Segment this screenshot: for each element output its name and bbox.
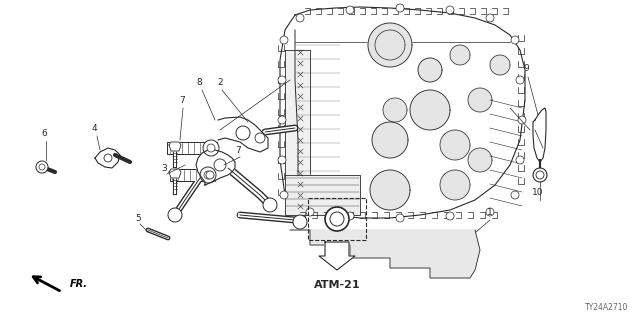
Polygon shape <box>169 169 181 178</box>
Circle shape <box>446 6 454 14</box>
Circle shape <box>207 144 215 152</box>
Text: 9: 9 <box>523 63 529 73</box>
Circle shape <box>511 36 519 44</box>
Circle shape <box>518 116 526 124</box>
Text: 8: 8 <box>196 77 202 86</box>
Circle shape <box>516 76 524 84</box>
Circle shape <box>204 171 212 179</box>
Polygon shape <box>440 170 470 200</box>
Circle shape <box>346 212 354 220</box>
Circle shape <box>516 156 524 164</box>
Text: 4: 4 <box>91 124 97 132</box>
Circle shape <box>346 6 354 14</box>
Circle shape <box>330 212 344 226</box>
Circle shape <box>280 191 288 199</box>
Polygon shape <box>375 30 405 60</box>
Circle shape <box>306 208 314 216</box>
Circle shape <box>104 154 112 162</box>
Circle shape <box>278 156 286 164</box>
Text: 10: 10 <box>532 188 544 196</box>
Circle shape <box>396 4 404 12</box>
Polygon shape <box>490 55 510 75</box>
Circle shape <box>446 212 454 220</box>
Text: 6: 6 <box>41 129 47 138</box>
Polygon shape <box>468 148 492 172</box>
Text: 3: 3 <box>161 164 167 172</box>
Circle shape <box>236 126 250 140</box>
Text: FR.: FR. <box>70 279 88 289</box>
Circle shape <box>278 116 286 124</box>
Polygon shape <box>95 148 120 168</box>
Circle shape <box>511 191 519 199</box>
Circle shape <box>36 161 48 173</box>
Text: 5: 5 <box>135 213 141 222</box>
Circle shape <box>39 164 45 170</box>
Text: 2: 2 <box>217 77 223 86</box>
Circle shape <box>206 171 214 179</box>
Circle shape <box>296 14 304 22</box>
Polygon shape <box>410 90 450 130</box>
Polygon shape <box>372 122 408 158</box>
Bar <box>170 169 215 181</box>
Circle shape <box>536 171 544 179</box>
Circle shape <box>214 159 226 171</box>
Circle shape <box>533 168 547 182</box>
Polygon shape <box>383 98 407 122</box>
Polygon shape <box>418 58 442 82</box>
Text: TY24A2710: TY24A2710 <box>584 303 628 312</box>
Polygon shape <box>450 45 470 65</box>
Polygon shape <box>368 23 412 67</box>
Polygon shape <box>280 7 525 218</box>
Circle shape <box>200 167 216 183</box>
Polygon shape <box>319 242 355 270</box>
Polygon shape <box>169 142 181 151</box>
Polygon shape <box>533 108 546 162</box>
Text: 7: 7 <box>235 146 241 155</box>
Polygon shape <box>196 150 235 185</box>
Circle shape <box>203 140 219 156</box>
Polygon shape <box>285 175 360 215</box>
Text: ATM-21: ATM-21 <box>314 280 360 290</box>
Polygon shape <box>285 50 310 185</box>
Text: 1: 1 <box>487 207 493 217</box>
Circle shape <box>325 207 349 231</box>
Circle shape <box>486 208 494 216</box>
Polygon shape <box>218 117 268 152</box>
Polygon shape <box>468 88 492 112</box>
Circle shape <box>168 208 182 222</box>
Bar <box>308 198 366 240</box>
Circle shape <box>486 14 494 22</box>
Circle shape <box>255 133 265 143</box>
Text: 7: 7 <box>179 95 185 105</box>
Circle shape <box>280 36 288 44</box>
Bar <box>167 142 217 154</box>
Circle shape <box>263 198 277 212</box>
Circle shape <box>293 215 307 229</box>
Circle shape <box>278 76 286 84</box>
Polygon shape <box>440 130 470 160</box>
Polygon shape <box>370 170 410 210</box>
Polygon shape <box>290 230 480 278</box>
Circle shape <box>396 214 404 222</box>
